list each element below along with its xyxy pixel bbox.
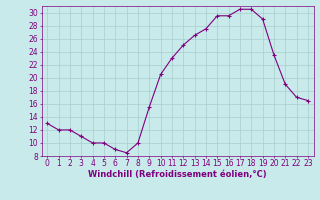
X-axis label: Windchill (Refroidissement éolien,°C): Windchill (Refroidissement éolien,°C) <box>88 170 267 179</box>
